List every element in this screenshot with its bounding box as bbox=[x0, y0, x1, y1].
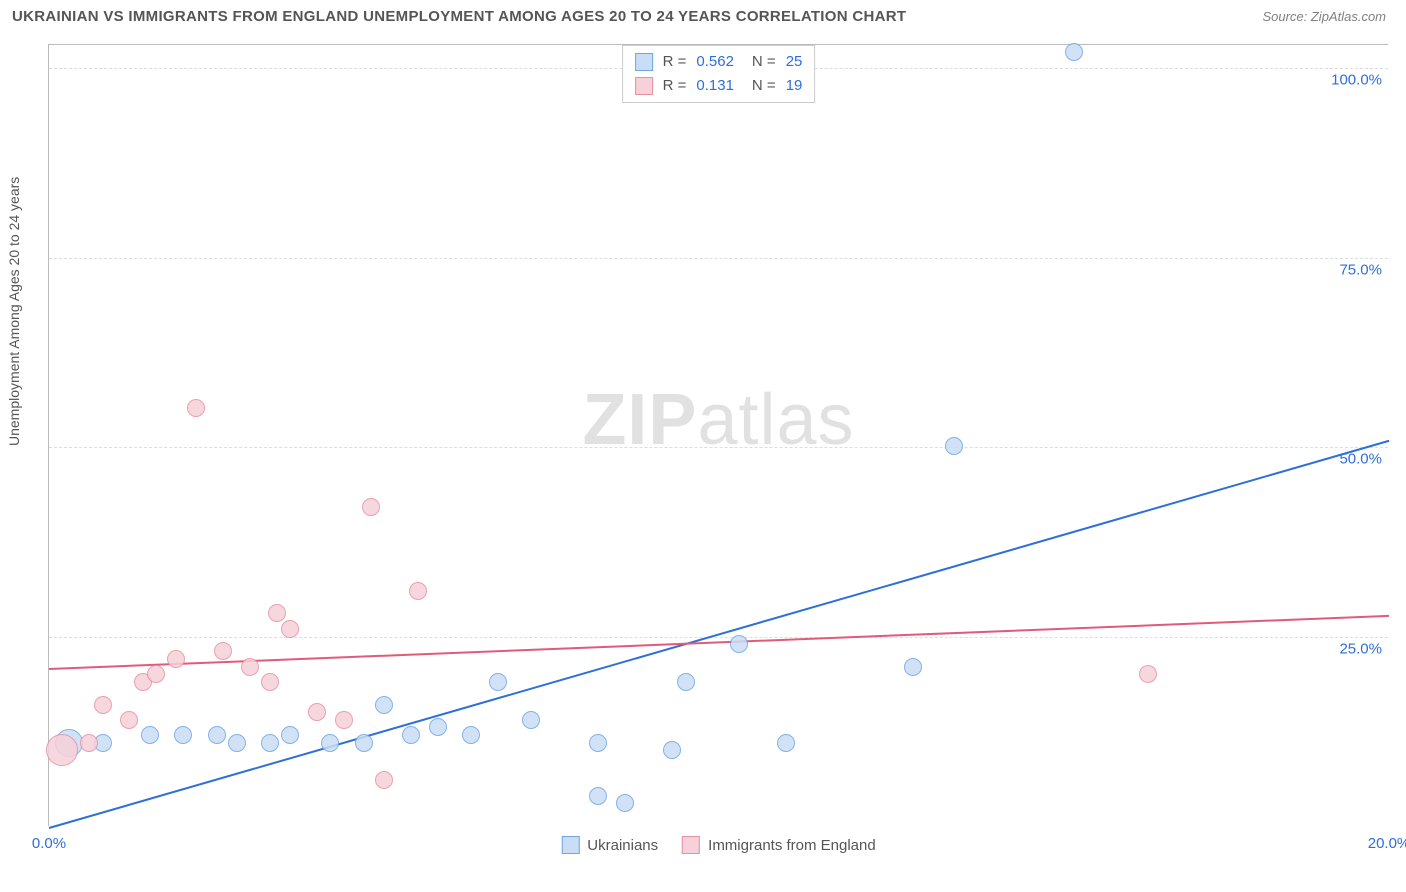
data-point bbox=[174, 726, 192, 744]
y-axis-label: Unemployment Among Ages 20 to 24 years bbox=[6, 177, 22, 446]
n-value: 25 bbox=[786, 50, 803, 74]
data-point bbox=[375, 771, 393, 789]
source-label: Source: ZipAtlas.com bbox=[1262, 9, 1386, 24]
trend-line bbox=[49, 440, 1390, 829]
data-point bbox=[214, 642, 232, 660]
data-point bbox=[355, 734, 373, 752]
data-point bbox=[261, 673, 279, 691]
chart-title: UKRAINIAN VS IMMIGRANTS FROM ENGLAND UNE… bbox=[12, 8, 906, 25]
data-point bbox=[522, 711, 540, 729]
r-label: R = bbox=[663, 74, 687, 98]
stats-row: R = 0.562 N = 25 bbox=[635, 50, 803, 74]
data-point bbox=[147, 665, 165, 683]
series-legend: Ukrainians Immigrants from England bbox=[561, 836, 875, 854]
legend-label: Ukrainians bbox=[587, 837, 658, 854]
data-point bbox=[281, 726, 299, 744]
y-tick-label: 75.0% bbox=[1339, 261, 1382, 278]
data-point bbox=[141, 726, 159, 744]
scatter-chart: ZIPatlas 25.0%50.0%75.0%100.0%0.0%20.0%R… bbox=[48, 44, 1388, 826]
data-point bbox=[375, 696, 393, 714]
n-label: N = bbox=[752, 74, 776, 98]
r-label: R = bbox=[663, 50, 687, 74]
data-point bbox=[489, 673, 507, 691]
data-point bbox=[945, 437, 963, 455]
n-label: N = bbox=[752, 50, 776, 74]
data-point bbox=[429, 718, 447, 736]
data-point bbox=[904, 658, 922, 676]
watermark: ZIPatlas bbox=[582, 379, 854, 461]
data-point bbox=[1065, 43, 1083, 61]
data-point bbox=[409, 582, 427, 600]
data-point bbox=[677, 673, 695, 691]
data-point bbox=[187, 399, 205, 417]
data-point bbox=[462, 726, 480, 744]
data-point bbox=[241, 658, 259, 676]
r-value: 0.131 bbox=[696, 74, 734, 98]
data-point bbox=[94, 696, 112, 714]
legend-swatch bbox=[635, 77, 653, 95]
data-point bbox=[1139, 665, 1157, 683]
data-point bbox=[335, 711, 353, 729]
y-tick-label: 25.0% bbox=[1339, 641, 1382, 658]
data-point bbox=[589, 787, 607, 805]
data-point bbox=[261, 734, 279, 752]
gridline bbox=[49, 258, 1388, 259]
gridline bbox=[49, 447, 1388, 448]
data-point bbox=[308, 703, 326, 721]
legend-item: Immigrants from England bbox=[682, 836, 876, 854]
r-value: 0.562 bbox=[696, 50, 734, 74]
stats-row: R = 0.131 N = 19 bbox=[635, 74, 803, 98]
data-point bbox=[120, 711, 138, 729]
data-point bbox=[402, 726, 420, 744]
y-tick-label: 100.0% bbox=[1331, 71, 1382, 88]
data-point bbox=[589, 734, 607, 752]
stats-legend: R = 0.562 N = 25 R = 0.131 N = 19 bbox=[622, 45, 816, 103]
data-point bbox=[663, 741, 681, 759]
data-point bbox=[167, 650, 185, 668]
legend-swatch bbox=[635, 53, 653, 71]
data-point bbox=[80, 734, 98, 752]
data-point bbox=[208, 726, 226, 744]
legend-swatch bbox=[682, 836, 700, 854]
legend-label: Immigrants from England bbox=[708, 837, 876, 854]
legend-swatch bbox=[561, 836, 579, 854]
data-point bbox=[616, 794, 634, 812]
data-point bbox=[321, 734, 339, 752]
data-point bbox=[777, 734, 795, 752]
gridline bbox=[49, 637, 1388, 638]
data-point bbox=[228, 734, 246, 752]
x-tick-label: 20.0% bbox=[1368, 835, 1406, 852]
data-point bbox=[46, 734, 78, 766]
n-value: 19 bbox=[786, 74, 803, 98]
data-point bbox=[362, 498, 380, 516]
data-point bbox=[281, 620, 299, 638]
data-point bbox=[730, 635, 748, 653]
x-tick-label: 0.0% bbox=[32, 835, 66, 852]
legend-item: Ukrainians bbox=[561, 836, 658, 854]
data-point bbox=[268, 604, 286, 622]
